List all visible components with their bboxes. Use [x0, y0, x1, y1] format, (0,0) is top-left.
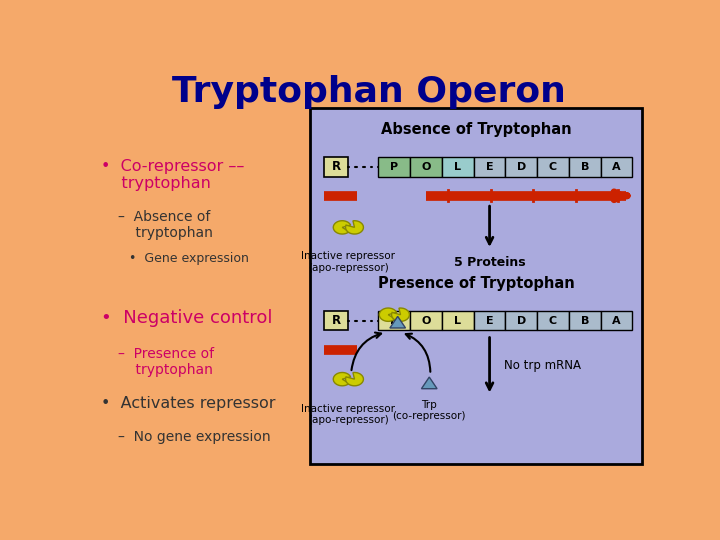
Text: E: E — [486, 315, 493, 326]
FancyBboxPatch shape — [600, 157, 632, 177]
Text: R: R — [331, 160, 341, 173]
Wedge shape — [346, 221, 364, 234]
Text: –  No gene expression: – No gene expression — [118, 430, 271, 444]
FancyBboxPatch shape — [569, 310, 600, 330]
Text: –  Presence of
    tryptophan: – Presence of tryptophan — [118, 347, 214, 377]
Polygon shape — [421, 377, 437, 389]
Text: Absence of Tryptophan: Absence of Tryptophan — [381, 122, 572, 137]
FancyBboxPatch shape — [379, 157, 410, 177]
Text: 5 Proteins: 5 Proteins — [454, 256, 526, 269]
Text: E: E — [486, 161, 493, 172]
Wedge shape — [379, 308, 397, 321]
FancyBboxPatch shape — [324, 157, 348, 177]
FancyBboxPatch shape — [324, 310, 348, 330]
Text: Presence of Tryptophan: Presence of Tryptophan — [378, 275, 575, 291]
FancyBboxPatch shape — [310, 109, 642, 464]
Text: No trp mRNA: No trp mRNA — [503, 359, 580, 372]
Wedge shape — [333, 221, 351, 234]
FancyBboxPatch shape — [474, 310, 505, 330]
Text: •  Negative control: • Negative control — [101, 309, 273, 327]
FancyBboxPatch shape — [442, 310, 474, 330]
Text: C: C — [549, 315, 557, 326]
Text: D: D — [517, 161, 526, 172]
Text: R: R — [331, 314, 341, 327]
Text: B: B — [580, 161, 589, 172]
Wedge shape — [333, 373, 351, 386]
Text: A: A — [612, 315, 621, 326]
Text: •  Gene expression: • Gene expression — [129, 252, 249, 265]
Text: O: O — [421, 315, 431, 326]
FancyBboxPatch shape — [537, 310, 569, 330]
Wedge shape — [346, 373, 364, 386]
Text: A: A — [612, 161, 621, 172]
Text: Inactive repressor
(apo-repressor): Inactive repressor (apo-repressor) — [302, 251, 395, 273]
Text: L: L — [454, 161, 462, 172]
Text: B: B — [580, 315, 589, 326]
Wedge shape — [392, 308, 410, 321]
Text: P: P — [390, 315, 398, 326]
Text: P: P — [390, 161, 398, 172]
FancyBboxPatch shape — [410, 310, 442, 330]
FancyBboxPatch shape — [410, 157, 442, 177]
Text: •  Activates repressor: • Activates repressor — [101, 396, 276, 411]
Text: Inactive repressor
(apo-repressor): Inactive repressor (apo-repressor) — [302, 404, 395, 426]
Text: Trp
(co-repressor): Trp (co-repressor) — [392, 400, 466, 421]
Text: L: L — [454, 315, 462, 326]
FancyBboxPatch shape — [600, 310, 632, 330]
FancyBboxPatch shape — [505, 310, 537, 330]
FancyBboxPatch shape — [569, 157, 600, 177]
FancyBboxPatch shape — [474, 157, 505, 177]
Polygon shape — [390, 316, 405, 328]
FancyBboxPatch shape — [537, 157, 569, 177]
Text: O: O — [421, 161, 431, 172]
FancyBboxPatch shape — [442, 157, 474, 177]
Text: –  Absence of
    tryptophan: – Absence of tryptophan — [118, 210, 213, 240]
FancyBboxPatch shape — [505, 157, 537, 177]
Text: C: C — [549, 161, 557, 172]
Text: •  Co-repressor ––
    tryptophan: • Co-repressor –– tryptophan — [101, 159, 245, 191]
Text: Tryptophan Operon: Tryptophan Operon — [172, 75, 566, 109]
Text: D: D — [517, 315, 526, 326]
FancyBboxPatch shape — [379, 310, 410, 330]
